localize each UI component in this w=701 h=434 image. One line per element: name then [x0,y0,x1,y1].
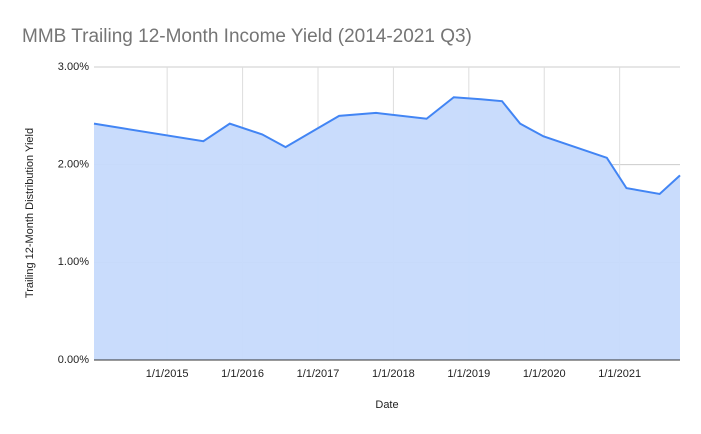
y-tick-label: 3.00% [58,61,89,73]
x-axis-label: Date [375,399,398,411]
area-line [93,96,681,196]
x-tick-label: 1/1/2018 [372,368,415,380]
x-tick-label: 1/1/2017 [297,368,340,380]
x-tick-label: 1/1/2019 [447,368,490,380]
y-tick-label: 2.00% [58,159,89,171]
chart-title: MMB Trailing 12-Month Income Yield (2014… [22,26,472,47]
x-tick-label: 1/1/2020 [523,368,566,380]
y-axis-label: Trailing 12-Month Distribution Yield [24,128,36,298]
area-fill [94,97,680,360]
y-tick-label: 1.00% [58,256,89,268]
x-tick-label: 1/1/2016 [221,368,264,380]
x-tick-label: 1/1/2015 [146,368,189,380]
y-tick-label: 0.00% [58,354,89,366]
x-tick-label: 1/1/2021 [598,368,641,380]
